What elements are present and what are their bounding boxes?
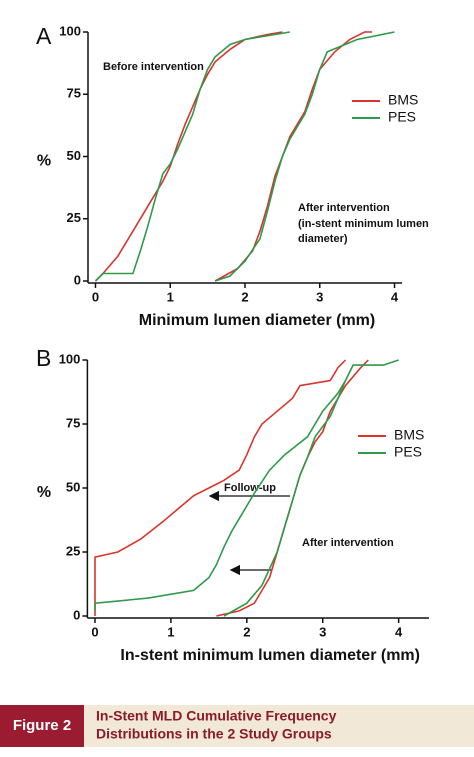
x-axis-label: In-stent minimum lumen diameter (mm): [120, 647, 420, 664]
figure-label: Figure 2: [13, 717, 71, 734]
legend-label: BMS: [388, 92, 418, 108]
legend-label: PES: [388, 109, 416, 125]
x-tick-label: 0: [91, 624, 98, 639]
annotation: (in-stent minimum lumen: [298, 218, 429, 230]
y-tick-label: 0: [74, 272, 81, 287]
y-tick-label: 0: [73, 607, 80, 622]
y-axis-label: %: [37, 153, 51, 170]
y-tick-label: 75: [67, 86, 81, 101]
annotation: Follow-up: [224, 482, 276, 494]
annotation: Before intervention: [103, 61, 204, 73]
x-tick-label: 3: [319, 624, 326, 639]
legend-label: PES: [394, 444, 422, 460]
caption-box: [84, 705, 474, 747]
series-line: [94, 31, 373, 282]
x-tick-label: 0: [92, 289, 99, 304]
panel-label: B: [36, 345, 51, 371]
x-axis-label: Minimum lumen diameter (mm): [139, 312, 375, 329]
caption-line: Distributions in the 2 Study Groups: [96, 726, 332, 742]
legend-label: BMS: [394, 427, 424, 443]
x-tick-label: 4: [395, 624, 403, 639]
x-tick-label: 2: [241, 289, 248, 304]
panel-label: A: [36, 23, 52, 49]
x-tick-label: 2: [243, 624, 250, 639]
annotation: After intervention: [302, 537, 394, 549]
y-tick-label: 25: [67, 210, 81, 225]
x-tick-label: 1: [167, 289, 174, 304]
y-tick-label: 75: [66, 415, 80, 430]
x-tick-label: 1: [167, 624, 174, 639]
y-axis-label: %: [37, 484, 51, 501]
y-tick-label: 100: [59, 351, 81, 366]
x-tick-label: 4: [391, 289, 399, 304]
y-tick-label: 50: [67, 148, 81, 163]
caption-label-box: [0, 705, 84, 747]
caption-line: In-Stent MLD Cumulative Frequency: [96, 708, 337, 724]
y-tick-label: 25: [66, 543, 80, 558]
x-tick-label: 3: [316, 289, 323, 304]
annotation: After intervention: [298, 202, 390, 214]
annotation: diameter): [298, 233, 348, 245]
series-line: [94, 359, 399, 617]
y-tick-label: 100: [59, 23, 81, 38]
series-line: [94, 31, 395, 282]
y-tick-label: 50: [66, 479, 80, 494]
